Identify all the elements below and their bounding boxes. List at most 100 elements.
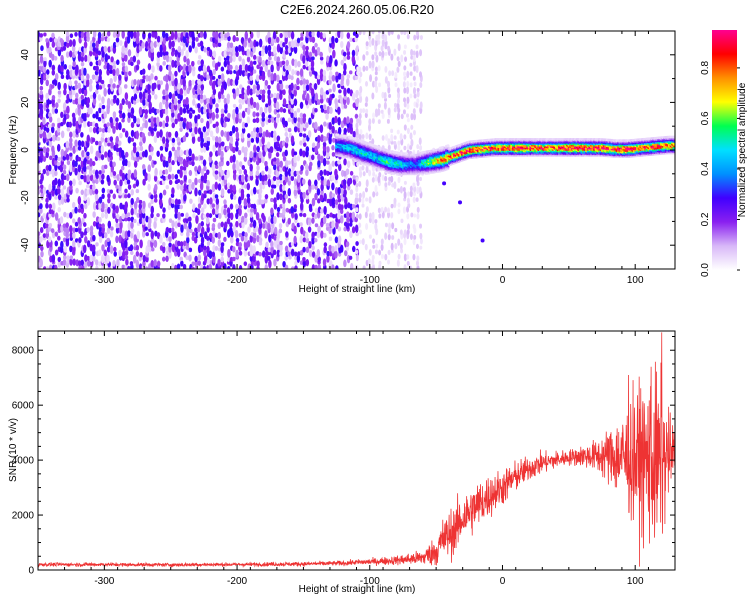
noise-cell (337, 193, 341, 200)
noise-cell (276, 82, 281, 92)
noise-cell (253, 60, 257, 65)
noise-cell (43, 73, 47, 81)
noise-cell (255, 102, 260, 111)
noise-cell (182, 78, 186, 87)
noise-cell (144, 119, 148, 129)
noise-cell (247, 226, 251, 233)
noise-cell (214, 232, 219, 238)
noise-cell (156, 80, 161, 85)
noise-cell (343, 56, 347, 62)
noise-cell (323, 242, 328, 247)
noise-cell (208, 263, 213, 269)
noise-cell (165, 115, 170, 124)
noise-cell (220, 256, 224, 263)
noise-cell (270, 130, 274, 138)
faint-noise-cell (393, 197, 397, 204)
faint-noise-cell (406, 70, 410, 79)
noise-cell (92, 126, 97, 134)
noise-cell (48, 212, 52, 219)
noise-cell (258, 218, 262, 225)
noise-cell (316, 46, 321, 53)
noise-cell (196, 208, 201, 216)
noise-cell (180, 49, 184, 56)
noise-cell (316, 231, 321, 239)
noise-cell (135, 98, 140, 104)
noise-cell (63, 245, 68, 253)
noise-cell (343, 189, 347, 196)
noise-cell (133, 93, 138, 102)
noise-cell (83, 87, 88, 97)
noise-cell (188, 254, 192, 262)
noise-cell (208, 232, 213, 239)
noise-cell (302, 256, 306, 262)
noise-cell (299, 79, 304, 86)
faint-noise-cell (393, 107, 397, 113)
noise-cell (215, 121, 219, 127)
noise-cell (182, 245, 186, 250)
noise-cell (97, 117, 102, 122)
noise-cell (71, 112, 76, 119)
noise-cell (272, 184, 277, 189)
noise-cell (319, 51, 323, 58)
noise-cell (165, 100, 169, 110)
noise-cell (211, 203, 216, 208)
noise-cell (42, 130, 47, 139)
noise-cell (65, 34, 70, 44)
noise-cell (171, 243, 176, 253)
faint-noise-cell (374, 174, 378, 182)
noise-cell (224, 102, 228, 112)
noise-cell (48, 191, 52, 201)
noise-cell (106, 237, 110, 242)
noise-cell (159, 65, 163, 72)
noise-cell (60, 121, 64, 127)
noise-cell (60, 74, 65, 80)
noise-cell (337, 212, 341, 220)
noise-cell (71, 208, 76, 215)
noise-cell (74, 50, 78, 56)
noise-cell (139, 145, 144, 152)
noise-cell (154, 94, 158, 100)
noise-cell (220, 66, 225, 72)
noise-cell (94, 169, 99, 178)
noise-cell (133, 160, 138, 168)
noise-cell (200, 168, 205, 176)
faint-noise-cell (384, 253, 388, 261)
noise-cell (133, 31, 137, 39)
noise-cell (121, 45, 125, 54)
noise-cell (112, 60, 117, 65)
noise-cell (194, 156, 199, 161)
noise-cell (78, 237, 82, 244)
faint-noise-cell (371, 54, 375, 61)
noise-cell (153, 220, 157, 229)
noise-cell (334, 115, 338, 124)
noise-cell (77, 156, 82, 162)
noise-cell (188, 247, 193, 253)
noise-cell (45, 127, 50, 133)
noise-cell (241, 165, 246, 171)
noise-cell (109, 64, 113, 71)
noise-cell (203, 193, 207, 199)
faint-noise-cell (399, 242, 403, 250)
faint-noise-cell (368, 196, 372, 204)
noise-cell (352, 245, 356, 253)
noise-cell (241, 127, 246, 134)
noise-cell (60, 188, 65, 197)
noise-cell (179, 256, 183, 262)
noise-cell (106, 227, 111, 235)
noise-cell (153, 82, 157, 90)
noise-cell (297, 174, 301, 183)
noise-cell (214, 31, 219, 40)
noise-cell (110, 56, 114, 63)
noise-cell (66, 105, 70, 114)
noise-cell (94, 188, 99, 195)
faint-noise-cell (374, 66, 378, 72)
noise-cell (282, 89, 286, 96)
noise-cell (308, 240, 312, 249)
noise-cell (217, 91, 222, 100)
noise-cell (267, 36, 272, 45)
noise-cell (191, 31, 195, 40)
noise-cell (48, 222, 53, 228)
noise-cell (77, 260, 82, 267)
noise-cell (197, 73, 201, 80)
noise-cell (136, 230, 141, 240)
